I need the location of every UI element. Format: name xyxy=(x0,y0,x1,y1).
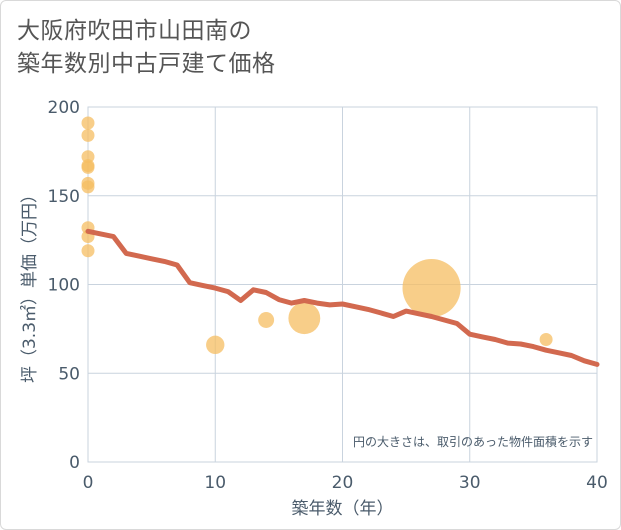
x-tick-label: 30 xyxy=(459,473,481,493)
y-tick-label: 0 xyxy=(69,453,80,473)
title-line-1: 大阪府吹田市山田南の xyxy=(17,18,252,44)
data-bubble xyxy=(288,302,321,335)
data-bubble xyxy=(258,312,275,328)
data-bubble xyxy=(539,333,553,347)
size-legend-note: 円の大きさは、取引のあった物件面積を示す xyxy=(353,434,593,449)
y-axis-title: 坪（3.3㎡）単価（万円） xyxy=(20,186,40,383)
data-bubble xyxy=(206,335,225,355)
x-tick-label: 0 xyxy=(83,473,94,493)
x-tick-label: 40 xyxy=(586,473,608,493)
data-bubble xyxy=(81,160,95,174)
data-bubble xyxy=(81,180,95,194)
y-tick-label: 150 xyxy=(48,187,80,207)
chart-title: 大阪府吹田市山田南の 築年数別中古戸建て価格 xyxy=(17,15,276,81)
title-line-2: 築年数別中古戸建て価格 xyxy=(17,51,276,77)
data-bubble xyxy=(81,116,95,130)
average-price-line xyxy=(85,228,600,367)
x-axis-title: 築年数（年） xyxy=(292,499,394,519)
x-tick-label: 20 xyxy=(332,473,354,493)
y-tick-label: 200 xyxy=(48,98,80,118)
data-bubble xyxy=(81,128,95,142)
y-tick-label: 50 xyxy=(58,364,80,384)
data-bubble xyxy=(402,258,461,318)
x-tick-label: 10 xyxy=(204,473,226,493)
y-tick-label: 100 xyxy=(48,276,80,296)
data-bubble xyxy=(81,244,95,258)
